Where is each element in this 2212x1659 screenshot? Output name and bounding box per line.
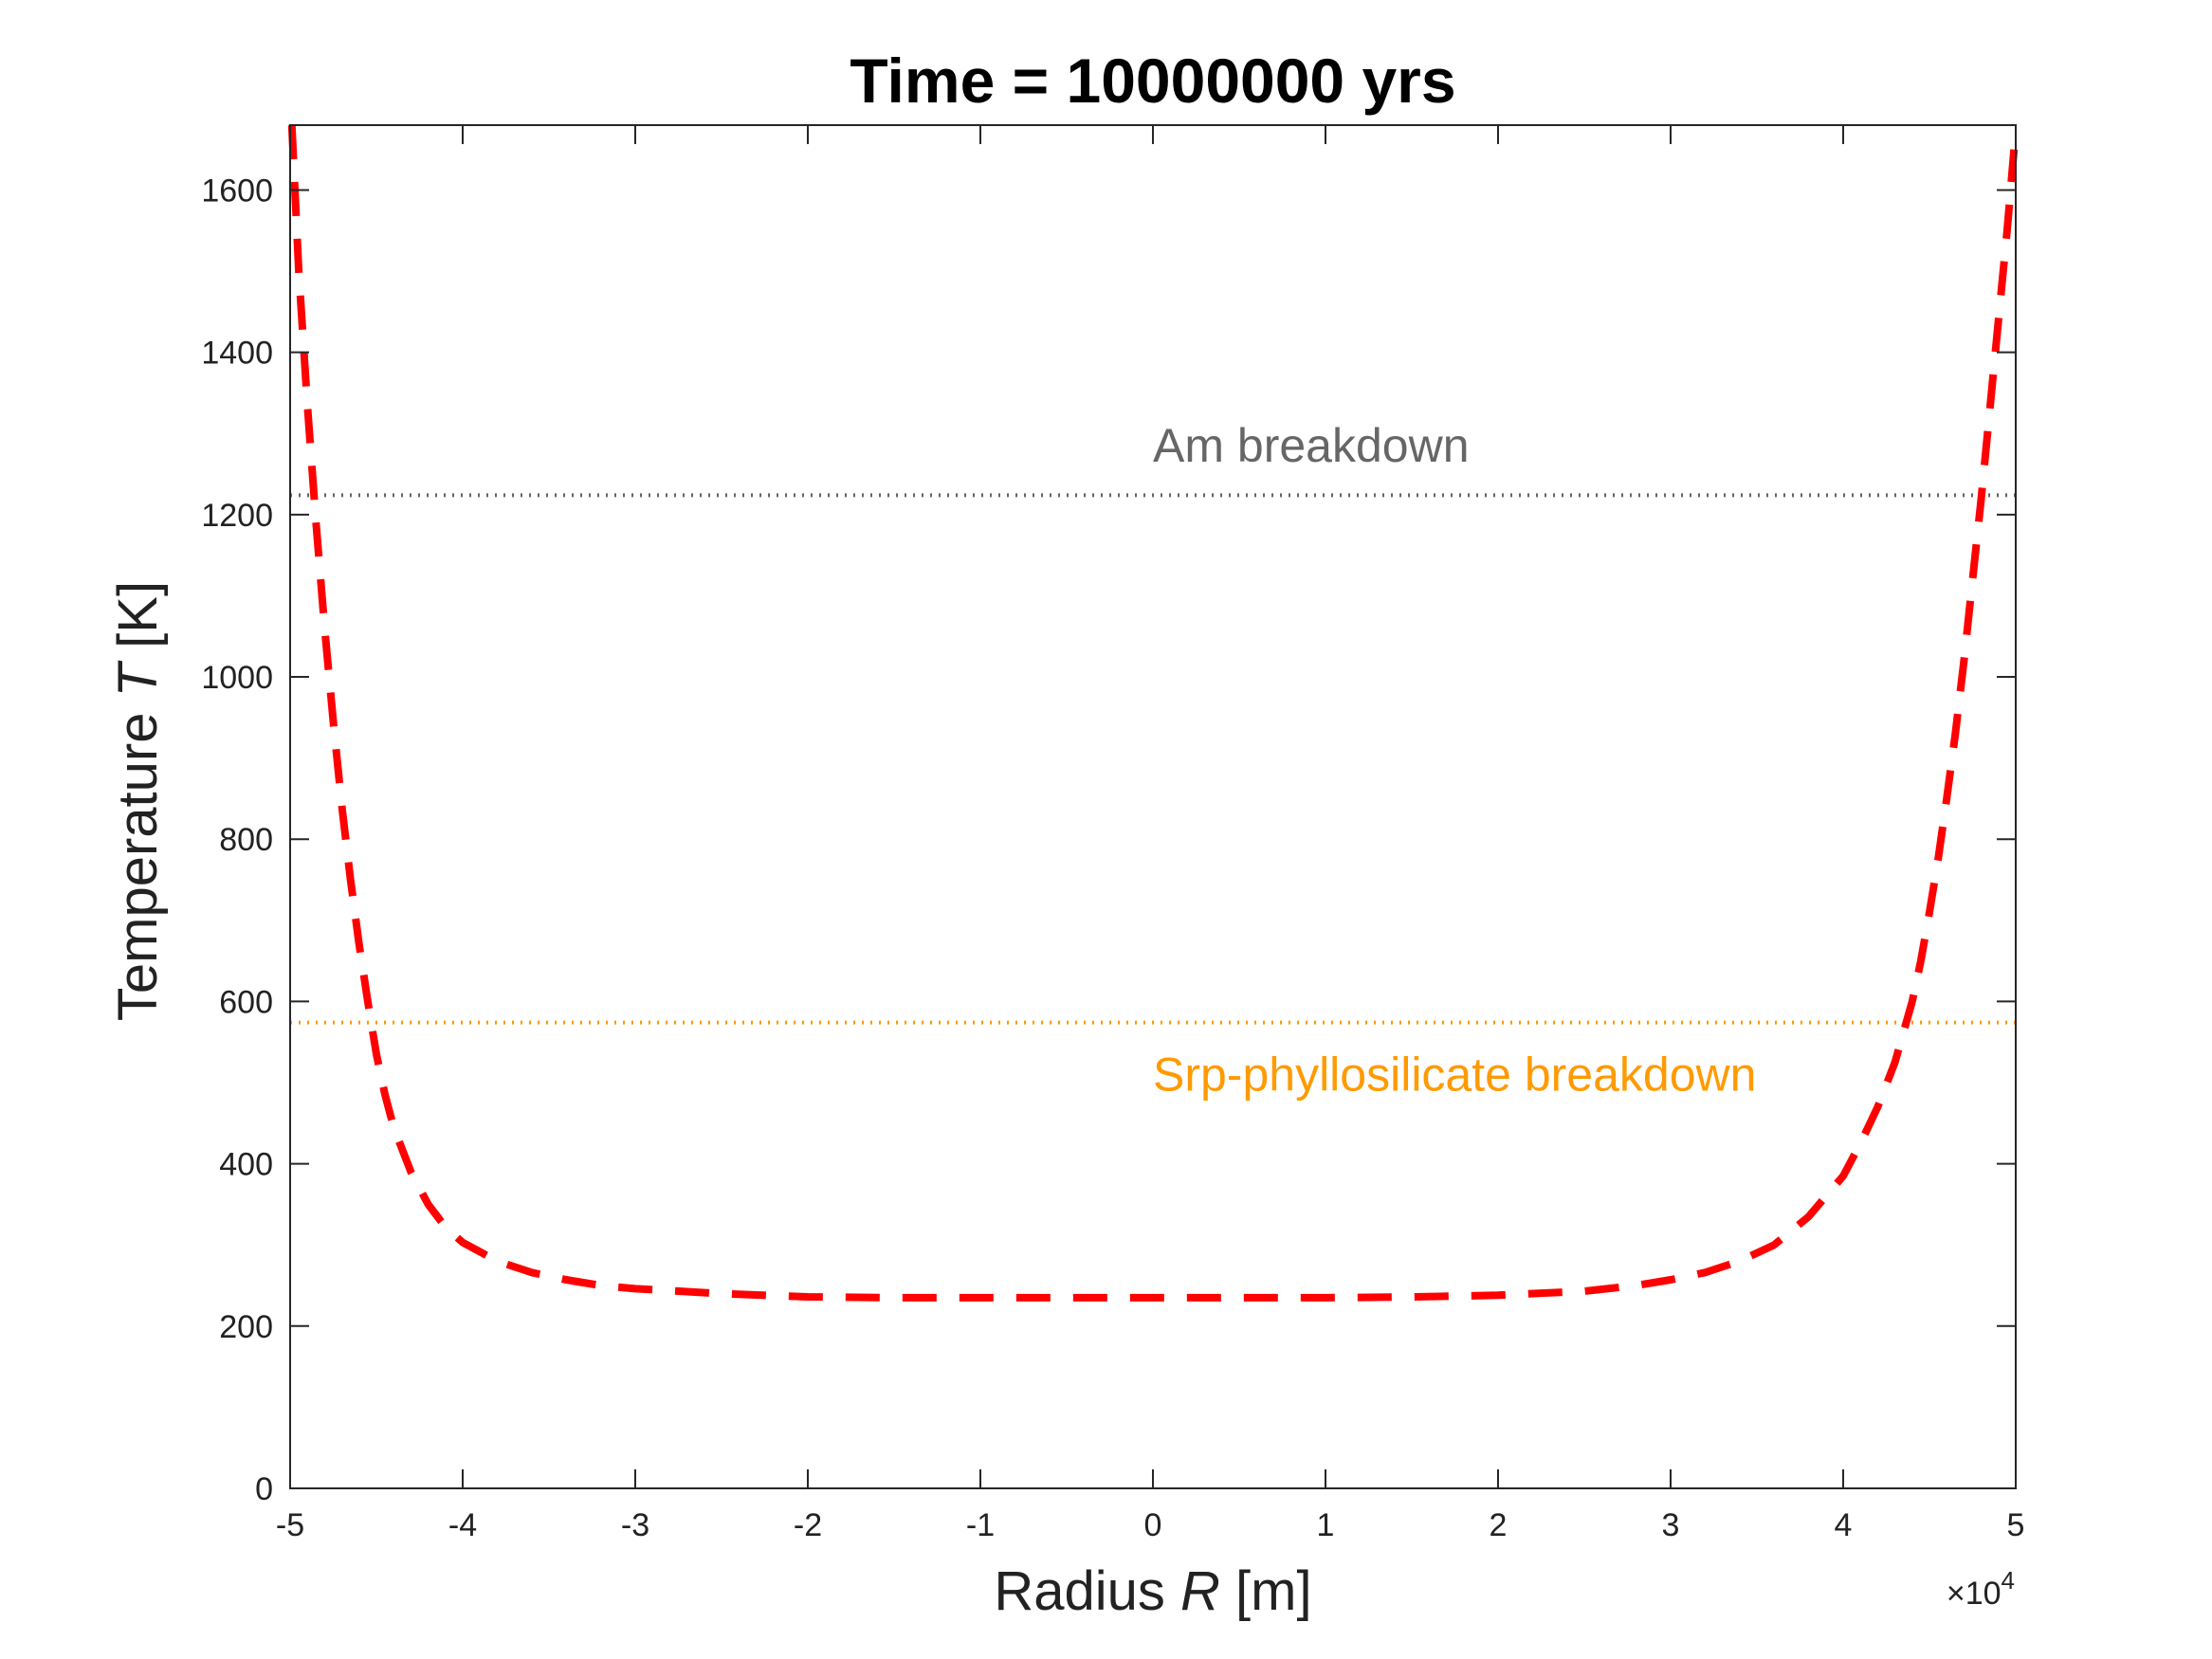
x-tick-label: 0 xyxy=(1144,1507,1162,1543)
x-tick-label: -2 xyxy=(794,1507,822,1543)
y-axis-label-suffix: [K] xyxy=(107,581,169,664)
x-axis-label-prefix: Radius xyxy=(994,1560,1180,1622)
y-tick-label: 400 xyxy=(219,1147,273,1183)
x-tick-label: 1 xyxy=(1317,1507,1335,1543)
x-tick-label: 2 xyxy=(1490,1507,1508,1543)
y-tick-label: 600 xyxy=(219,984,273,1020)
reference-line-label-2: Srp-phyllosilicate breakdown xyxy=(1153,1048,1756,1102)
reference-line-label-1: Am breakdown xyxy=(1153,419,1470,472)
axis-ticks: -5 -4 -3 -2 -1 0 1 2 3 4 5 0 200 400 600 800 1000 1200 140… xyxy=(201,125,2024,1543)
chart-title: Time = 10000000 yrs xyxy=(850,46,1455,116)
series-layer xyxy=(287,124,2019,1302)
x-tick-label: 4 xyxy=(1835,1507,1853,1543)
x-axis-exponent-power: 4 xyxy=(2002,1566,2015,1595)
y-tick-label: 0 xyxy=(255,1471,273,1507)
y-tick-label: 200 xyxy=(219,1309,273,1345)
series-line-1 xyxy=(287,124,2019,1302)
x-tick-label: 5 xyxy=(2007,1507,2025,1543)
x-axis-label-variable: R xyxy=(1180,1560,1220,1622)
x-tick-label: -3 xyxy=(621,1507,649,1543)
reference-lines: Am breakdown Srp-phyllosilicate breakdown xyxy=(290,419,2016,1102)
y-tick-label: 800 xyxy=(219,822,273,858)
x-axis-label-suffix: [m] xyxy=(1220,1560,1312,1622)
y-axis-label-variable: T xyxy=(107,660,169,697)
plot-frame xyxy=(289,124,2017,1489)
y-tick-label: 1600 xyxy=(201,173,273,209)
x-tick-label: -1 xyxy=(966,1507,995,1543)
y-axis-label: Temperature T [K] xyxy=(107,581,169,1021)
y-tick-label: 1200 xyxy=(201,498,273,534)
x-axis-exponent-base: ×10 xyxy=(1947,1576,2002,1612)
x-tick-label: -4 xyxy=(448,1507,477,1543)
x-tick-label: 3 xyxy=(1662,1507,1680,1543)
y-tick-label: 1000 xyxy=(201,660,273,696)
x-tick-label: -5 xyxy=(276,1507,304,1543)
x-axis-exponent: ×104 xyxy=(1947,1566,2015,1612)
y-axis-label-prefix: Temperature xyxy=(107,697,169,1021)
y-tick-label: 1400 xyxy=(201,336,273,372)
x-axis-label: Radius R [m] xyxy=(994,1560,1311,1622)
